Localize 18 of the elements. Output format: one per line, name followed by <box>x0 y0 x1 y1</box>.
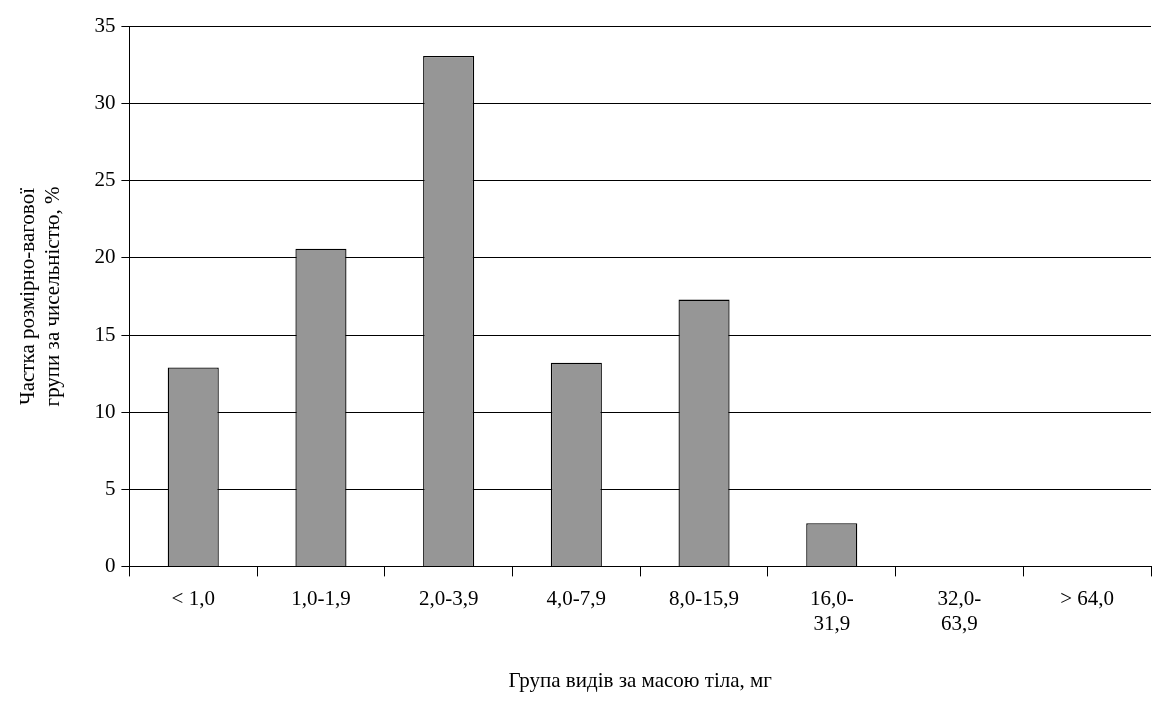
y-tick-label: 20 <box>94 244 116 269</box>
y-tick-label: 15 <box>94 321 116 346</box>
y-axis-title: Частка розмірно-вагової групи за чисельністю, % <box>15 186 65 407</box>
x-tick-label: 2,0-3,9 <box>418 585 479 610</box>
x-tick-label: < 1,0 <box>171 585 215 610</box>
y-tick-label: 30 <box>94 90 116 115</box>
y-tick-label: 25 <box>94 167 116 192</box>
x-tick-label: 32,0-63,9 <box>937 585 982 635</box>
y-tick-label: 10 <box>94 398 116 423</box>
y-tick-label: 0 <box>104 552 116 577</box>
x-tick-label: > 64,0 <box>1060 585 1115 610</box>
y-tick-label: 5 <box>104 475 116 500</box>
x-axis-title: Група видів за масою тіла, мг <box>508 667 773 692</box>
x-tick-label: 4,0-7,9 <box>546 585 607 610</box>
x-tick-label: 1,0-1,9 <box>291 585 351 610</box>
x-tick-label: 16,0-31,9 <box>809 585 854 635</box>
y-tick-label: 35 <box>94 13 116 38</box>
x-tick-label: 8,0-15,9 <box>669 585 740 610</box>
